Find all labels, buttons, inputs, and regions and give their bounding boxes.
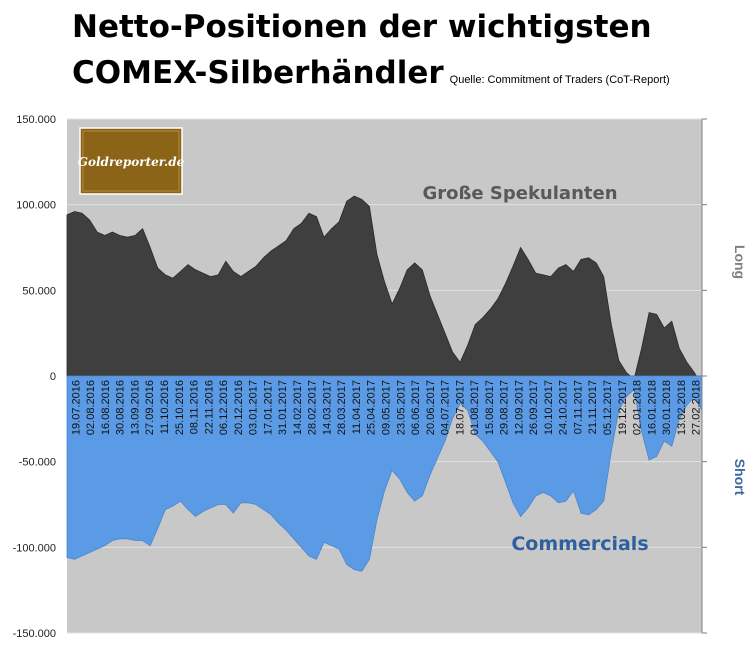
x-tick-label: 20.06.2017 bbox=[425, 380, 437, 435]
x-tick-label: 19.07.2016 bbox=[70, 380, 82, 435]
x-tick-label: 02.01.2018 bbox=[632, 380, 644, 435]
x-tick-label: 11.04.2017 bbox=[351, 380, 363, 434]
title-line-1: Netto-Positionen der wichtigsten bbox=[72, 9, 652, 45]
x-tick-label: 19.12.2017 bbox=[617, 380, 629, 435]
x-tick-label: 27.02.2018 bbox=[691, 380, 703, 435]
x-tick-label: 17.01.2017 bbox=[262, 380, 274, 435]
x-tick-label: 13.09.2016 bbox=[129, 380, 141, 435]
y-tick-label: -150.000 bbox=[13, 628, 56, 640]
x-tick-label: 16.01.2018 bbox=[646, 380, 658, 435]
x-tick-label: 28.03.2017 bbox=[336, 380, 348, 435]
logo: Goldreporter.de bbox=[78, 127, 185, 195]
y-tick-label: -50.000 bbox=[19, 457, 56, 469]
x-tick-label: 02.08.2016 bbox=[85, 380, 97, 435]
x-tick-label: 15.08.2017 bbox=[484, 380, 496, 435]
x-tick-label: 13.02.2018 bbox=[676, 380, 688, 435]
speculators-label: Große Spekulanten bbox=[422, 183, 617, 204]
x-tick-label: 21.11.2017 bbox=[587, 380, 599, 434]
y-tick-label: 0 bbox=[50, 371, 56, 383]
x-tick-label: 25.04.2017 bbox=[366, 380, 378, 435]
x-tick-label: 04.07.2017 bbox=[440, 380, 452, 435]
y-tick-label: 100.000 bbox=[16, 200, 56, 212]
y-tick-labels: 150.000 100.000 50.000 0 -50.000 -100.000 -150… bbox=[13, 114, 56, 640]
x-tick-label: 07.11.2017 bbox=[572, 380, 584, 434]
x-tick-label: 12.09.2017 bbox=[513, 380, 525, 435]
title-line-2-text: COMEX-Silberhändler bbox=[72, 55, 444, 91]
x-tick-label: 14.02.2017 bbox=[292, 380, 304, 435]
x-tick-label: 30.08.2016 bbox=[115, 380, 127, 435]
chart-title: Netto-Positionen der wichtigsten COMEX-S… bbox=[72, 4, 670, 103]
long-axis-label: Long bbox=[732, 245, 748, 279]
title-line-2: COMEX-Silberhändler Quelle: Commitment of… bbox=[72, 50, 670, 103]
x-tick-label: 20.12.2016 bbox=[233, 380, 245, 435]
commercials-area bbox=[66, 375, 703, 572]
logo-text: Goldreporter.de bbox=[78, 155, 185, 169]
short-axis-label: Short bbox=[732, 459, 748, 496]
x-tick-label: 06.06.2017 bbox=[410, 380, 422, 435]
speculators-area bbox=[66, 195, 703, 388]
x-tick-label: 01.08.2017 bbox=[469, 380, 481, 435]
x-tick-labels: 19.07.2016 02.08.2016 16.08.2016 30.08.2016… bbox=[70, 380, 702, 435]
x-tick-label: 16.08.2016 bbox=[100, 380, 112, 435]
x-tick-label: 31.01.2017 bbox=[277, 380, 289, 435]
x-tick-label: 03.01.2017 bbox=[248, 380, 260, 435]
commercials-label: Commercials bbox=[511, 533, 648, 555]
x-tick-label: 25.10.2016 bbox=[174, 380, 186, 435]
x-tick-label: 08.11.2016 bbox=[189, 380, 201, 434]
x-tick-label: 30.01.2018 bbox=[661, 380, 673, 435]
x-tick-label: 28.02.2017 bbox=[307, 380, 319, 435]
source-note: Quelle: Commitment of Traders (CoT-Repor… bbox=[449, 74, 670, 86]
x-tick-label: 26.09.2017 bbox=[528, 380, 540, 435]
logo-inner-border bbox=[82, 130, 180, 192]
x-tick-label: 29.08.2017 bbox=[499, 380, 511, 435]
y-tick-label: -100.000 bbox=[13, 542, 56, 554]
x-tick-label: 10.10.2017 bbox=[543, 380, 555, 435]
y-tick-label: 150.000 bbox=[16, 114, 56, 126]
x-tick-label: 05.12.2017 bbox=[602, 380, 614, 435]
x-tick-label: 23.05.2017 bbox=[395, 380, 407, 435]
x-tick-label: 22.11.2016 bbox=[203, 380, 215, 434]
x-tick-label: 18.07.2017 bbox=[454, 380, 466, 435]
x-tick-label: 06.12.2016 bbox=[218, 380, 230, 435]
y-tick-label: 50.000 bbox=[22, 285, 56, 297]
x-tick-label: 27.09.2016 bbox=[144, 380, 156, 435]
logo-background bbox=[79, 127, 183, 195]
right-axis-ticks bbox=[702, 118, 707, 634]
x-tick-label: 11.10.2016 bbox=[159, 380, 171, 434]
x-tick-label: 14.03.2017 bbox=[321, 380, 333, 435]
x-tick-label: 09.05.2017 bbox=[381, 380, 393, 435]
x-tick-label: 24.10.2017 bbox=[558, 380, 570, 435]
